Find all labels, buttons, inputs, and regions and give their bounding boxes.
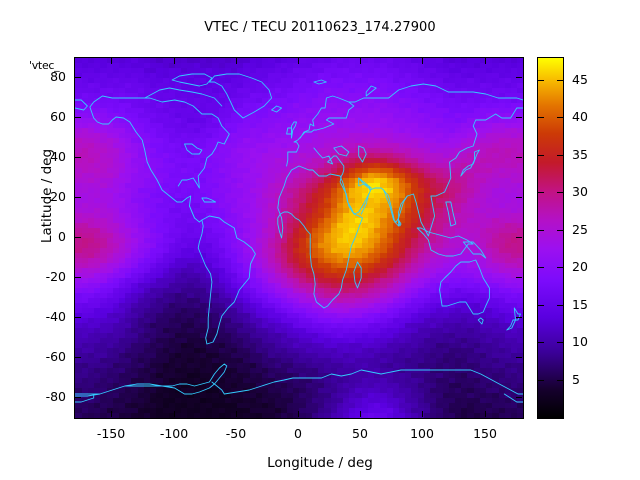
colorbar-tick-mark: [557, 155, 563, 156]
y-tick-label: -20: [45, 269, 66, 284]
x-tick-mark: [298, 411, 299, 417]
y-tick-mark-right: [516, 277, 522, 278]
x-tick-mark: [485, 411, 486, 417]
x-tick-label: -100: [159, 426, 189, 441]
x-tick-mark-top: [111, 58, 112, 64]
x-tick-mark: [360, 411, 361, 417]
colorbar-tick-label: 45: [572, 72, 588, 87]
y-tick-mark-right: [516, 197, 522, 198]
colorbar-tick-label: 40: [572, 109, 588, 124]
y-tick-label: -80: [45, 389, 66, 404]
x-tick-mark-top: [236, 58, 237, 64]
colorbar-tick-mark: [538, 155, 544, 156]
y-tick-label: 0: [58, 229, 66, 244]
x-tick-mark-top: [298, 58, 299, 64]
colorbar-tick-label: 20: [572, 259, 588, 274]
colorbar-tick-mark: [557, 230, 563, 231]
colorbar-tick-mark: [557, 267, 563, 268]
colorbar-tick-label: 5: [572, 372, 580, 387]
legend-key-label: 'vtec_: [29, 59, 60, 72]
colorbar-tick-label: 15: [572, 297, 588, 312]
x-tick-label: -150: [96, 426, 126, 441]
x-tick-label: -50: [225, 426, 247, 441]
x-tick-mark: [236, 411, 237, 417]
y-tick-mark-right: [516, 117, 522, 118]
y-tick-mark-right: [516, 237, 522, 238]
colorbar-tick-label: 10: [572, 334, 588, 349]
x-axis-label: Longitude / deg: [267, 455, 373, 471]
x-tick-mark: [174, 411, 175, 417]
colorbar-tick-label: 30: [572, 184, 588, 199]
colorbar-tick-mark: [538, 80, 544, 81]
y-tick-mark-right: [516, 77, 522, 78]
colorbar-gradient: [538, 58, 563, 418]
colorbar-panel: [537, 57, 564, 419]
y-tick-label: 40: [50, 149, 66, 164]
page-title: VTEC / TECU 20110623_174.27900: [204, 20, 436, 35]
colorbar-tick-label: 25: [572, 222, 588, 237]
x-tick-mark: [111, 411, 112, 417]
y-tick-label: 80: [50, 69, 66, 84]
vtec-heatmap-panel: [74, 57, 524, 419]
y-tick-mark-right: [516, 357, 522, 358]
colorbar-tick-mark: [557, 380, 563, 381]
x-tick-mark-top: [422, 58, 423, 64]
colorbar-tick-mark: [538, 117, 544, 118]
y-tick-mark: [75, 77, 81, 78]
x-tick-mark-top: [174, 58, 175, 64]
y-tick-mark: [75, 197, 81, 198]
colorbar-tick-mark: [557, 342, 563, 343]
colorbar-tick-mark: [538, 192, 544, 193]
y-tick-mark: [75, 357, 81, 358]
vtec-heatmap-canvas: [75, 58, 523, 418]
colorbar-tick-mark: [557, 305, 563, 306]
colorbar-tick-mark: [557, 117, 563, 118]
colorbar-tick-mark: [538, 267, 544, 268]
y-tick-mark: [75, 277, 81, 278]
y-tick-mark-right: [516, 397, 522, 398]
colorbar-tick-mark: [538, 230, 544, 231]
y-tick-label: -60: [45, 349, 66, 364]
coastline-overlay: [75, 73, 523, 403]
y-axis-label: Latitude / deg: [39, 148, 55, 244]
y-tick-mark-right: [516, 157, 522, 158]
x-tick-label: 0: [294, 426, 302, 441]
y-tick-mark-right: [516, 317, 522, 318]
y-tick-label: 20: [50, 189, 66, 204]
colorbar-tick-mark: [538, 305, 544, 306]
x-tick-mark-top: [360, 58, 361, 64]
colorbar-tick-mark: [557, 80, 563, 81]
colorbar-tick-label: 35: [572, 147, 588, 162]
x-tick-label: 100: [410, 426, 434, 441]
y-tick-mark: [75, 397, 81, 398]
x-tick-label: 150: [473, 426, 497, 441]
colorbar-tick-mark: [557, 192, 563, 193]
x-tick-mark: [422, 411, 423, 417]
x-tick-mark-top: [485, 58, 486, 64]
colorbar-tick-mark: [538, 380, 544, 381]
y-tick-mark: [75, 157, 81, 158]
y-tick-label: -40: [45, 309, 66, 324]
y-tick-label: 60: [50, 109, 66, 124]
x-tick-label: 50: [352, 426, 368, 441]
y-tick-mark: [75, 237, 81, 238]
y-tick-mark: [75, 317, 81, 318]
colorbar-tick-mark: [538, 342, 544, 343]
y-tick-mark: [75, 117, 81, 118]
